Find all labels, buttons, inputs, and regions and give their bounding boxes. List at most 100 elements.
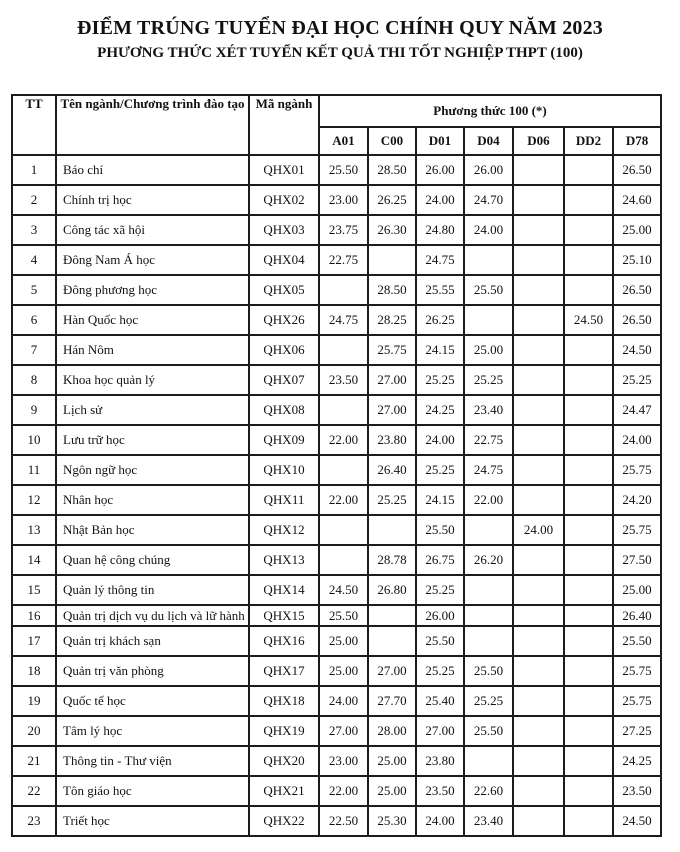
cell-program-name: Khoa học quản lý	[55, 364, 250, 396]
score-cell-d06	[512, 304, 565, 336]
score-cell-c00: 26.80	[367, 574, 417, 606]
program-name-text: Quan hệ công chúng	[63, 552, 171, 567]
score-cell-c00: 27.00	[367, 364, 417, 396]
major-code: QHX05	[248, 274, 320, 306]
score-cell-d06	[512, 655, 565, 687]
score-cell-dd2	[563, 655, 614, 687]
row-index: 13	[11, 514, 57, 546]
score-cell-d04: 23.40	[463, 805, 514, 837]
row-index: 2	[11, 184, 57, 216]
score-cell-a01	[318, 274, 369, 306]
score-cell-dd2	[563, 574, 614, 606]
program-name-text: Lịch sử	[63, 402, 103, 417]
score-cell-d01: 25.25	[415, 655, 465, 687]
score-cell-c00: 25.00	[367, 775, 417, 807]
score-cell-dd2	[563, 775, 614, 807]
major-code: QHX10	[248, 454, 320, 486]
cell-program-name: Quản trị văn phòng	[55, 655, 250, 687]
score-cell-d78: 25.00	[611, 214, 663, 246]
row-index: 7	[11, 334, 57, 366]
score-cell-c00: 28.50	[367, 154, 417, 186]
score-cell-d01: 26.25	[415, 304, 465, 336]
score-cell-dd2	[563, 625, 614, 657]
score-cell-d06	[512, 334, 565, 366]
score-cell-dd2	[563, 394, 614, 426]
score-cell-d78: 25.00	[611, 574, 663, 606]
major-code: QHX22	[248, 805, 320, 837]
col-header-dd2: DD2	[563, 126, 614, 156]
cell-program-name: Hán Nôm	[55, 334, 250, 366]
score-cell-d01: 24.00	[415, 424, 465, 456]
program-name-text: Hán Nôm	[63, 342, 114, 357]
score-cell-a01	[318, 394, 369, 426]
score-cell-dd2	[563, 514, 614, 546]
table-body: 1 Báo chí QHX01 25.50 28.50 26.00 26.00 26.50 2 C…	[11, 154, 663, 837]
cell-program-name: Quản trị dịch vụ du lịch và lữ hành	[55, 604, 250, 627]
score-cell-d01: 25.25	[415, 574, 465, 606]
score-cell-d01: 23.80	[415, 745, 465, 777]
score-cell-d78: 27.25	[611, 715, 663, 747]
score-cell-d78: 25.75	[611, 454, 663, 486]
table-row: 10 Lưu trữ học QHX09 22.00 23.80 24.00 22.75 24…	[11, 424, 663, 456]
program-name-text: Lưu trữ học	[63, 432, 125, 447]
col-header-c00: C00	[367, 126, 417, 156]
table-row: 17 Quản trị khách sạn QHX16 25.00 25.50 25.50	[11, 625, 663, 657]
score-cell-d78: 25.10	[611, 244, 663, 276]
program-name-text: Quản lý thông tin	[63, 582, 155, 597]
score-cell-a01: 23.50	[318, 364, 369, 396]
page-subtitle: PHƯƠNG THỨC XÉT TUYỂN KẾT QUẢ THI TỐT NG…	[97, 45, 583, 61]
major-code: QHX14	[248, 574, 320, 606]
cell-program-name: Quản lý thông tin	[55, 574, 250, 606]
table-row: 13 Nhật Bản học QHX12 25.50 24.00 25.75	[11, 514, 663, 546]
score-cell-d01: 26.00	[415, 154, 465, 186]
score-cell-d04: 24.75	[463, 454, 514, 486]
score-cell-dd2	[563, 214, 614, 246]
cell-program-name: Đông Nam Á học	[55, 244, 250, 276]
score-cell-d06	[512, 154, 565, 186]
score-cell-a01: 22.00	[318, 424, 369, 456]
score-cell-c00	[367, 625, 417, 657]
score-cell-dd2	[563, 544, 614, 576]
program-name-text: Tôn giáo học	[63, 783, 132, 798]
row-index: 5	[11, 274, 57, 306]
program-name-text: Quản trị văn phòng	[63, 663, 164, 678]
score-cell-dd2	[563, 424, 614, 456]
major-code: QHX03	[248, 214, 320, 246]
score-cell-a01: 23.75	[318, 214, 369, 246]
row-index: 17	[11, 625, 57, 657]
col-header-method-group: Phương thức 100 (*)	[317, 94, 663, 128]
row-index: 9	[11, 394, 57, 426]
score-cell-d04: 23.40	[463, 394, 514, 426]
score-cell-d78: 24.47	[611, 394, 663, 426]
score-cell-d04: 26.00	[463, 154, 514, 186]
score-cell-d78: 25.75	[611, 685, 663, 717]
col-header-a01: A01	[318, 126, 369, 156]
score-cell-c00: 25.00	[367, 745, 417, 777]
score-cell-a01: 22.50	[318, 805, 369, 837]
score-cell-dd2	[563, 244, 614, 276]
score-cell-c00: 28.00	[367, 715, 417, 747]
score-cell-d01: 25.55	[415, 274, 465, 306]
score-cell-d01: 27.00	[415, 715, 465, 747]
table-row: 14 Quan hệ công chúng QHX13 28.78 26.75 26.20…	[11, 544, 663, 576]
score-cell-d78: 25.75	[611, 655, 663, 687]
cell-program-name: Ngôn ngữ học	[55, 454, 250, 486]
table-row: 3 Công tác xã hội QHX03 23.75 26.30 24.80 24.0…	[11, 214, 663, 246]
score-cell-c00: 25.75	[367, 334, 417, 366]
score-cell-d04: 24.00	[463, 214, 514, 246]
cell-program-name: Nhân học	[55, 484, 250, 516]
program-name-text: Triết học	[63, 813, 110, 828]
major-code: QHX12	[248, 514, 320, 546]
score-cell-d78: 24.60	[611, 184, 663, 216]
major-code: QHX21	[248, 775, 320, 807]
program-name-text: Nhân học	[63, 492, 114, 507]
score-cell-d04	[463, 604, 514, 627]
row-index: 23	[11, 805, 57, 837]
score-cell-d01: 26.75	[415, 544, 465, 576]
score-cell-c00: 27.00	[367, 655, 417, 687]
score-cell-d01: 24.00	[415, 805, 465, 837]
score-cell-d04: 26.20	[463, 544, 514, 576]
cell-program-name: Đông phương học	[55, 274, 250, 306]
score-cell-d04	[463, 244, 514, 276]
